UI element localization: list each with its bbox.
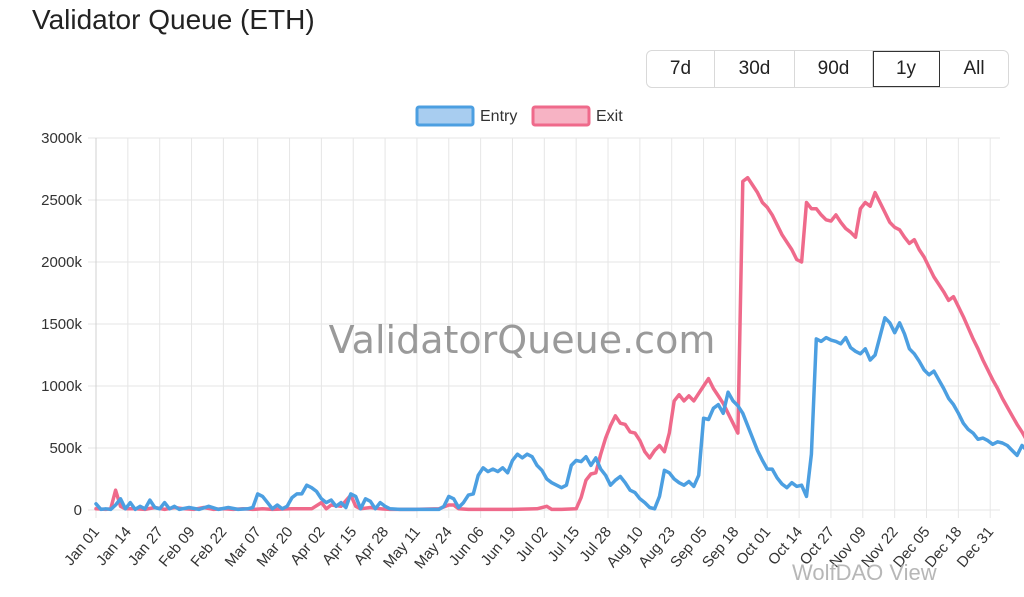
x-tick-label: Jul 02 xyxy=(513,524,552,566)
y-tick-label: 2000k xyxy=(41,254,82,271)
y-tick-label: 1000k xyxy=(41,378,82,395)
y-tick-label: 0 xyxy=(74,502,82,519)
page-title: Validator Queue (ETH) xyxy=(32,4,315,35)
y-axis: 0 500k 1000k 1500k 2000k 2500k 3000k xyxy=(41,130,97,519)
legend-entry-label: Entry xyxy=(480,108,517,125)
chart-series xyxy=(94,175,1024,512)
chart-grid xyxy=(88,137,1000,518)
x-tick-label: Jul 15 xyxy=(544,524,583,566)
legend-exit-label: Exit xyxy=(596,108,623,125)
y-tick-label: 500k xyxy=(49,440,82,457)
footer-watermark: WolfDAO View xyxy=(792,560,937,585)
legend-entry-swatch xyxy=(415,105,475,127)
time-range-selector: 7d 30d 90d 1y All xyxy=(646,50,1009,88)
x-tick-label: Apr 15 xyxy=(319,524,360,569)
y-tick-label: 3000k xyxy=(41,130,82,147)
range-all-button[interactable]: All xyxy=(940,51,1008,87)
legend-exit-swatch xyxy=(531,105,591,127)
x-tick-label: Oct 01 xyxy=(733,524,774,569)
series-line-entry[interactable] xyxy=(94,316,1024,512)
range-1y-button[interactable]: 1y xyxy=(873,51,940,87)
legend-exit[interactable]: Exit xyxy=(531,105,623,127)
chart-legend: Entry Exit xyxy=(415,105,623,127)
watermark-text: ValidatorQueue.com xyxy=(329,318,716,362)
range-90d-button[interactable]: 90d xyxy=(795,51,873,87)
legend-entry[interactable]: Entry xyxy=(415,105,517,127)
y-tick-label: 1500k xyxy=(41,316,82,333)
range-30d-button[interactable]: 30d xyxy=(715,51,795,87)
x-tick-label: Apr 02 xyxy=(287,524,328,569)
range-7d-button[interactable]: 7d xyxy=(647,51,715,87)
series-line-exit[interactable] xyxy=(94,175,1024,512)
x-tick-label: Jun 19 xyxy=(478,524,520,569)
y-tick-label: 2500k xyxy=(41,192,82,209)
validator-queue-chart: Entry Exit 0 500k 1000k 1500k 2000k 2500k 3000… xyxy=(41,105,1024,572)
